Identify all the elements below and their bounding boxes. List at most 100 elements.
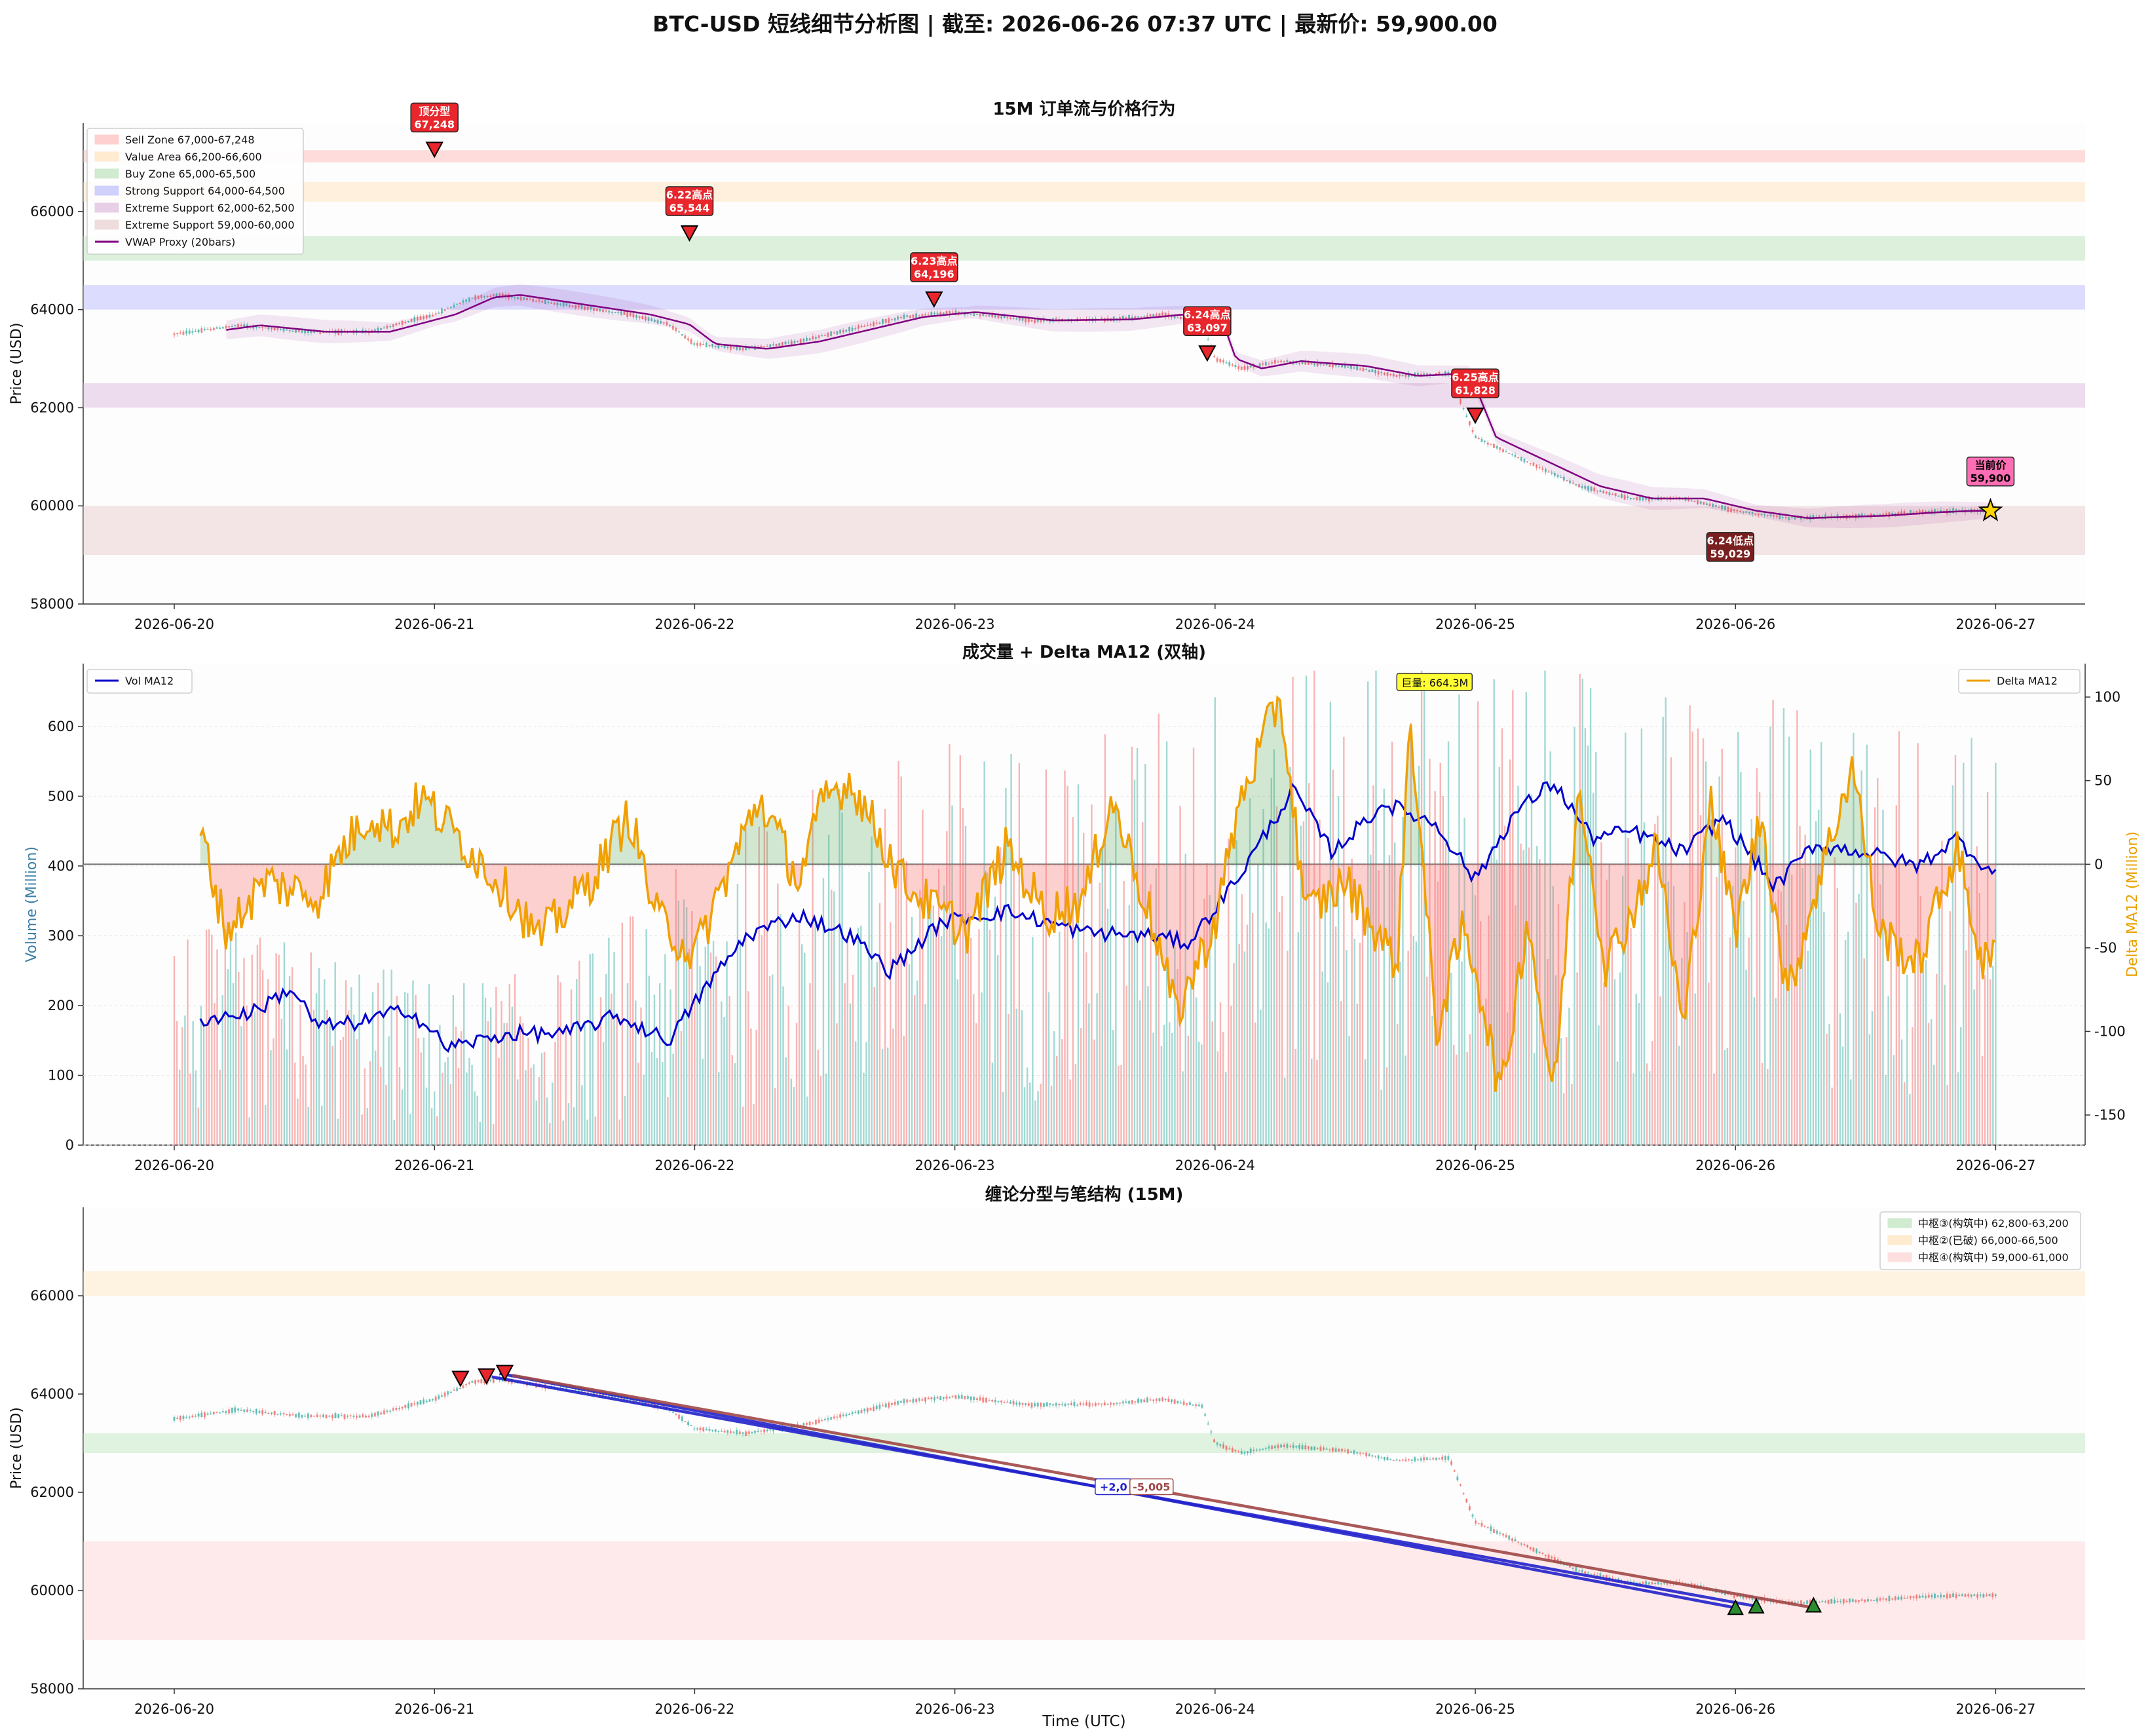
volume-bar [1828, 1024, 1830, 1145]
volume-bar [1694, 993, 1696, 1145]
volume-bar [702, 1059, 704, 1145]
volume-bar [884, 808, 886, 1145]
candle-body [933, 312, 935, 315]
candle-body [1356, 1452, 1359, 1454]
high-marker-box [910, 252, 958, 282]
volume-bar [1968, 886, 1970, 1145]
candle-body [705, 343, 707, 348]
candle-body [708, 1429, 711, 1431]
volume-bar [849, 1003, 852, 1145]
candle-body [848, 1414, 850, 1416]
candle-body [635, 1400, 638, 1403]
y-tick-label-3: 66000 [30, 1288, 74, 1304]
volume-bar [919, 890, 921, 1145]
volume-bar [1206, 863, 1208, 1145]
volume-bar [809, 983, 811, 1145]
candle-body [1027, 318, 1030, 322]
candle-body [1170, 1399, 1173, 1402]
candle-body [1310, 362, 1313, 365]
candle-body [282, 1413, 285, 1415]
volume-bar [1930, 1019, 1933, 1145]
volume-bar [205, 930, 208, 1145]
candle-body [939, 1396, 942, 1401]
candle-body [1593, 1574, 1596, 1576]
candle-body [468, 1382, 470, 1384]
candle-body [173, 1417, 176, 1421]
volume-bar [597, 1024, 599, 1145]
volume-bar [1479, 921, 1482, 1145]
candle-body [1399, 1460, 1401, 1462]
volume-bar [1096, 993, 1098, 1145]
candle-body [985, 1397, 987, 1403]
candle-body [1958, 1594, 1961, 1596]
x-tick-label-2: 2026-06-24 [1175, 1158, 1255, 1173]
candle-body [1979, 1594, 1982, 1596]
candle-body [1858, 1600, 1860, 1602]
candle-body [1125, 317, 1127, 320]
candle-body [1818, 1602, 1820, 1603]
candle-body [1730, 508, 1733, 512]
candle-body [638, 316, 641, 318]
volume-bar [1165, 741, 1168, 1145]
candle-body [1237, 1451, 1240, 1453]
volume-bar [1262, 808, 1264, 1145]
volume-bar [1557, 904, 1560, 1145]
candle-body [1605, 491, 1608, 494]
candle-body [890, 319, 893, 320]
volume-bar [1764, 845, 1766, 1145]
volume-bar [1603, 981, 1605, 1145]
legend-delta-item: Delta MA12 [1997, 675, 2058, 687]
candle-body [964, 1396, 966, 1399]
volume-bar [246, 1006, 248, 1145]
candle-body [1927, 511, 1930, 514]
volume-bar [1397, 1023, 1399, 1145]
candle-body [577, 305, 580, 308]
candle-body [577, 1388, 580, 1393]
candle-body [1921, 510, 1924, 514]
x-tick-label-3: 2026-06-24 [1175, 1701, 1255, 1717]
volume-bar [423, 1037, 425, 1145]
volume-bar [959, 755, 961, 1145]
y-tick-label-2: 300 [48, 928, 74, 943]
candle-body [721, 1431, 723, 1432]
candle-body [729, 1431, 732, 1433]
candle-body [1371, 369, 1374, 373]
candle-body [1268, 1446, 1270, 1449]
volume-bar [1311, 1059, 1313, 1145]
volume-bar [318, 968, 320, 1145]
candle-body [1301, 1445, 1304, 1450]
volume-bar [1767, 1068, 1769, 1145]
volume-bar [380, 1066, 382, 1145]
volume-bar [1198, 1042, 1200, 1145]
volume-bar [576, 979, 578, 1145]
candle-body [404, 1405, 407, 1408]
volume-bar [1026, 1067, 1028, 1145]
candle-body [228, 1409, 231, 1414]
volume-bar [688, 949, 690, 1145]
volume-bar [398, 1067, 401, 1145]
candle-body [358, 1415, 361, 1418]
volume-bar [1437, 881, 1439, 1145]
candle-body [1651, 1582, 1653, 1585]
volume-bar [390, 970, 392, 1145]
volume-bar [1841, 1046, 1844, 1145]
candle-body [958, 1395, 960, 1399]
candle-body [769, 344, 772, 348]
volume-bar [1611, 937, 1613, 1145]
volume-bar [278, 954, 280, 1145]
volume-bar [1042, 904, 1044, 1145]
candle-body [1757, 513, 1760, 516]
candle-body [1249, 1448, 1252, 1453]
volume-bar [407, 993, 409, 1145]
candle-body [647, 1403, 650, 1405]
zone-band [83, 181, 2085, 202]
candle-body [675, 1414, 677, 1415]
candle-body [434, 313, 437, 314]
bottom-fractal-icon [1748, 1597, 1765, 1613]
volume-bar [766, 831, 768, 1145]
volume-bar [1566, 1037, 1568, 1145]
candle-body [1577, 484, 1580, 487]
high-marker-box [665, 186, 714, 216]
candle-body [401, 1406, 404, 1409]
